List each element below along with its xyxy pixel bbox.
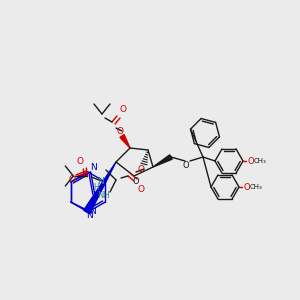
Text: N: N <box>90 164 97 172</box>
Text: CH₃: CH₃ <box>254 158 266 164</box>
Text: O: O <box>183 161 189 170</box>
Text: CH₃: CH₃ <box>250 184 262 190</box>
Text: H: H <box>93 182 99 191</box>
Polygon shape <box>153 155 172 167</box>
Polygon shape <box>84 162 116 214</box>
Text: O: O <box>68 176 76 184</box>
Text: O: O <box>248 157 254 166</box>
Text: O: O <box>137 164 145 173</box>
Text: O: O <box>116 127 124 136</box>
Text: O: O <box>77 157 84 166</box>
Text: N: N <box>97 176 104 185</box>
Text: N: N <box>86 211 93 220</box>
Text: O: O <box>244 182 250 191</box>
Text: N: N <box>90 208 96 217</box>
Text: NH: NH <box>97 191 110 200</box>
Text: O: O <box>119 104 127 113</box>
Polygon shape <box>120 135 130 148</box>
Text: O: O <box>133 178 139 187</box>
Text: O: O <box>137 184 145 194</box>
